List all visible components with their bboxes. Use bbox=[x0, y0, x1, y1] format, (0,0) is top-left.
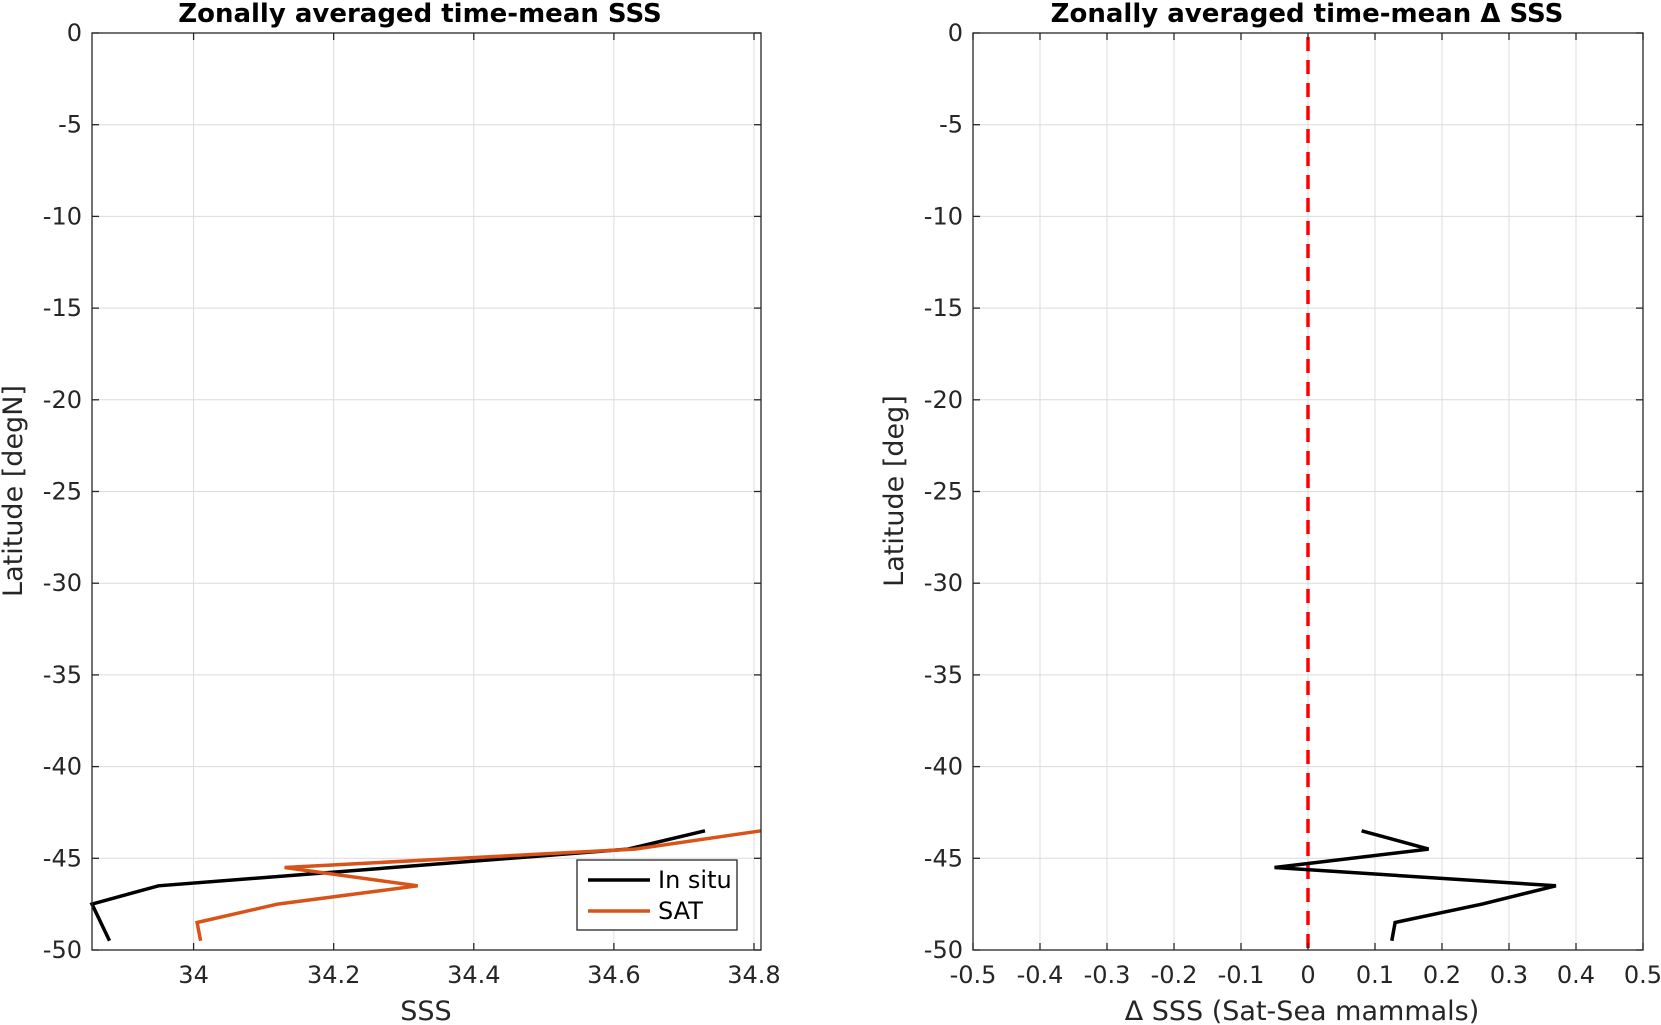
sss-series-sat bbox=[195, 829, 762, 942]
sss-x-axis-label: SSS bbox=[400, 996, 451, 1025]
legend-box bbox=[576, 859, 738, 931]
sss-x-tick-label: 34.4 bbox=[447, 961, 500, 989]
delta-sss-x-tick-label: 0.2 bbox=[1423, 961, 1461, 989]
delta-sss-x-tick-label: 0.1 bbox=[1356, 961, 1394, 989]
sss-y-tick-label: -45 bbox=[43, 844, 82, 872]
sss-grid bbox=[92, 32, 761, 951]
delta-sss-y-tick-label: -50 bbox=[924, 936, 963, 964]
delta-sss-x-tick-label: -0.1 bbox=[1218, 961, 1265, 989]
delta-sss-x-tick-label: 0.3 bbox=[1490, 961, 1528, 989]
sss-x-tick-label: 34.8 bbox=[727, 961, 780, 989]
delta-sss-y-tick-label: -10 bbox=[924, 202, 963, 230]
delta-sss-y-tick-label: -15 bbox=[924, 294, 963, 322]
sss-y-tick-label: -50 bbox=[43, 936, 82, 964]
delta-sss-grid bbox=[972, 32, 1644, 951]
sss-legend: In situ SAT bbox=[576, 859, 738, 931]
delta-sss-chart-title: Zonally averaged time-mean Δ SSS bbox=[1051, 0, 1564, 29]
delta-sss-series-difference bbox=[1274, 829, 1557, 942]
delta-sss-y-tick-label: -20 bbox=[924, 386, 963, 414]
sss-y-tick-label: -25 bbox=[43, 478, 82, 506]
sss-x-tick-label: 34 bbox=[178, 961, 209, 989]
delta-sss-y-tick-label: -40 bbox=[924, 753, 963, 781]
sss-panel: Zonally averaged time-mean SSS 34 34.2 34.… bbox=[0, 0, 781, 1025]
sss-y-tick-label: -15 bbox=[43, 294, 82, 322]
sss-series-lines bbox=[89, 829, 762, 942]
sss-y-tick-label: -5 bbox=[58, 111, 82, 139]
delta-sss-y-tick-label: 0 bbox=[948, 19, 963, 47]
delta-sss-y-ticks: 0 -5 -10 -15 -20 -25 -30 -35 -40 -45 -50 bbox=[924, 19, 1643, 964]
delta-sss-x-tick-label: 0 bbox=[1300, 961, 1315, 989]
delta-sss-y-tick-label: -25 bbox=[924, 478, 963, 506]
delta-sss-series-lines bbox=[1274, 37, 1557, 950]
sss-y-tick-label: -10 bbox=[43, 202, 82, 230]
sss-x-ticks: 34 34.2 34.4 34.6 34.8 bbox=[178, 33, 781, 989]
delta-sss-x-tick-label: 0.5 bbox=[1624, 961, 1661, 989]
sss-y-ticks: 0 -5 -10 -15 -20 -25 -30 -35 -40 -45 -50 bbox=[43, 19, 761, 964]
delta-sss-x-tick-label: -0.2 bbox=[1151, 961, 1198, 989]
sss-y-tick-label: -35 bbox=[43, 661, 82, 689]
delta-sss-panel: Zonally averaged time-mean Δ SSS -0.5 -0.… bbox=[879, 0, 1661, 1025]
delta-sss-x-axis-label: Δ SSS (Sat-Sea mammals) bbox=[1125, 996, 1480, 1025]
delta-sss-y-tick-label: -5 bbox=[939, 111, 963, 139]
delta-sss-x-ticks: -0.5 -0.4 -0.3 -0.2 -0.1 0 0.1 0.2 0.3 0.4 0.5 bbox=[950, 33, 1661, 989]
delta-sss-x-tick-label: -0.5 bbox=[950, 961, 997, 989]
sss-series-in-situ bbox=[89, 829, 706, 942]
sss-y-axis-label: Latitude [degN] bbox=[0, 385, 29, 597]
delta-sss-x-tick-label: 0.4 bbox=[1557, 961, 1595, 989]
delta-sss-y-axis-label: Latitude [deg] bbox=[879, 395, 910, 587]
sss-y-tick-label: -40 bbox=[43, 753, 82, 781]
delta-sss-y-tick-label: -35 bbox=[924, 661, 963, 689]
legend-label-in-situ: In situ bbox=[658, 866, 732, 894]
sss-y-tick-label: 0 bbox=[67, 19, 82, 47]
legend-label-sat: SAT bbox=[658, 897, 703, 925]
sss-x-tick-label: 34.6 bbox=[587, 961, 640, 989]
delta-sss-x-tick-label: -0.4 bbox=[1017, 961, 1064, 989]
sss-x-tick-label: 34.2 bbox=[307, 961, 360, 989]
delta-sss-y-tick-label: -30 bbox=[924, 569, 963, 597]
sss-chart-title: Zonally averaged time-mean SSS bbox=[178, 0, 662, 29]
delta-sss-x-tick-label: -0.3 bbox=[1084, 961, 1131, 989]
sss-y-tick-label: -30 bbox=[43, 569, 82, 597]
sss-y-tick-label: -20 bbox=[43, 386, 82, 414]
delta-sss-y-tick-label: -45 bbox=[924, 844, 963, 872]
